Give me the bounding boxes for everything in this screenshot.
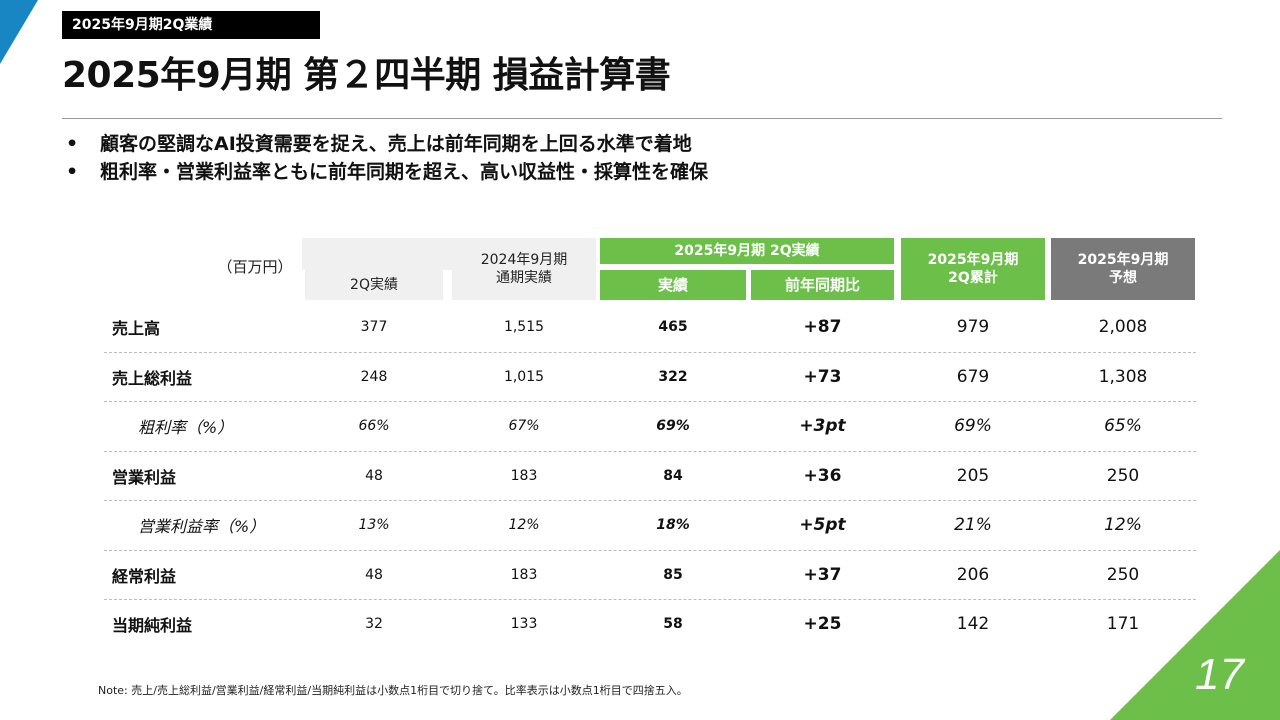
cell-q2-prev: 66% (358, 418, 390, 435)
cell-fy2024: 12% (508, 517, 540, 534)
cell-yoy: +37 (803, 564, 842, 585)
corner-decoration-bottom-right (1110, 550, 1280, 720)
cell-cumulative: 205 (956, 465, 990, 486)
cell-forecast: 250 (1106, 564, 1140, 585)
row-label: 粗利率（%） (138, 418, 234, 438)
table-row: 当期純利益 32 133 58 +25 142 171 (104, 600, 1196, 649)
header-cumulative-label: 2025年9月期 2Q累計 (927, 252, 1019, 286)
cell-q2-prev: 248 (360, 368, 388, 385)
row-label: 売上総利益 (112, 368, 193, 388)
cell-forecast: 12% (1104, 515, 1142, 536)
bullet-text: 顧客の堅調なAI投資需要を捉え、売上は前年同期を上回る水準で着地 (100, 133, 692, 155)
table-row: 経常利益 48 183 85 +37 206 250 (104, 551, 1196, 600)
cell-forecast: 171 (1106, 614, 1140, 635)
header-forecast: 2025年9月期 予想 (1051, 238, 1195, 300)
header-current-group: 2025年9月期 2Q実績 (600, 238, 894, 264)
cell-q2-prev: 48 (365, 566, 383, 583)
table-row: 営業利益 48 183 84 +36 205 250 (104, 452, 1196, 501)
header-fy2024-label: 2024年9月期 通期実績 (480, 252, 568, 286)
cell-fy2024: 183 (510, 566, 538, 583)
cell-cumulative: 69% (954, 416, 992, 437)
cell-q2-prev: 13% (358, 517, 390, 534)
corner-decoration-top-left (0, 0, 38, 64)
bullet-item: • 顧客の堅調なAI投資需要を捉え、売上は前年同期を上回る水準で着地 (66, 130, 708, 158)
row-label: 当期純利益 (112, 616, 193, 636)
header-fy2024: 2024年9月期 通期実績 (452, 242, 596, 296)
cell-actual: 84 (663, 467, 683, 484)
cell-yoy: +5pt (799, 515, 846, 536)
cell-actual: 465 (658, 319, 688, 336)
bullet-item: • 粗利率・営業利益率ともに前年同期を超え、高い収益性・採算性を確保 (66, 158, 708, 186)
page-title: 2025年9月期 第２四半期 損益計算書 (62, 55, 671, 96)
header-actual: 実績 (600, 270, 746, 300)
section-tag: 2025年9月期2Q業績 (62, 11, 320, 39)
bullet-text: 粗利率・営業利益率ともに前年同期を超え、高い収益性・採算性を確保 (100, 161, 709, 183)
cell-forecast: 1,308 (1098, 366, 1148, 387)
summary-bullets: • 顧客の堅調なAI投資需要を捉え、売上は前年同期を上回る水準で着地 • 粗利率・営… (66, 130, 708, 186)
title-divider (62, 118, 1222, 119)
cell-actual: 58 (663, 616, 683, 633)
row-label: 営業利益 (112, 467, 177, 487)
cell-fy2024: 183 (510, 467, 538, 484)
cell-fy2024: 133 (510, 616, 538, 633)
header-q2-prev: 2Q実績 (302, 270, 446, 300)
bullet-marker: • (66, 161, 79, 183)
bullet-marker: • (66, 133, 79, 155)
cell-actual: 322 (658, 368, 688, 385)
footnote: Note: 売上/売上総利益/営業利益/経常利益/当期純利益は小数点1桁目で切り… (98, 684, 688, 697)
cell-cumulative: 679 (956, 366, 990, 387)
cell-yoy: +25 (803, 614, 842, 635)
cell-yoy: +36 (803, 465, 842, 486)
cell-actual: 69% (656, 418, 690, 435)
cell-q2-prev: 32 (365, 616, 383, 633)
cell-fy2024: 1,015 (503, 368, 545, 385)
table-row: 売上総利益 248 1,015 322 +73 679 1,308 (104, 353, 1196, 402)
cell-fy2024: 67% (508, 418, 540, 435)
header-fy2024-bg (452, 270, 596, 300)
cell-cumulative: 142 (956, 614, 990, 635)
cell-cumulative: 979 (956, 317, 990, 338)
cell-cumulative: 21% (954, 515, 992, 536)
cell-q2-prev: 377 (360, 319, 388, 336)
cell-forecast: 2,008 (1098, 317, 1148, 338)
header-forecast-label: 2025年9月期 予想 (1077, 252, 1169, 286)
table-row: 粗利率（%） 66% 67% 69% +3pt 69% 65% (104, 402, 1196, 452)
cell-actual: 18% (656, 517, 690, 534)
cell-fy2024: 1,515 (503, 319, 545, 336)
cell-yoy: +3pt (799, 416, 846, 437)
cell-forecast: 65% (1104, 416, 1142, 437)
cell-cumulative: 206 (956, 564, 990, 585)
unit-label: （百万円） (217, 258, 293, 276)
header-yoy: 前年同期比 (751, 270, 894, 300)
header-cumulative: 2025年9月期 2Q累計 (901, 238, 1045, 300)
cell-actual: 85 (663, 566, 683, 583)
cell-q2-prev: 48 (365, 467, 383, 484)
row-label: 営業利益率（%） (138, 517, 266, 537)
cell-yoy: +73 (803, 366, 842, 387)
row-label: 経常利益 (112, 566, 177, 586)
page-number: 17 (1195, 650, 1244, 699)
header-band-prior (302, 238, 596, 270)
income-statement-table: 売上高 377 1,515 465 +87 979 2,008 売上総利益 24… (104, 303, 1196, 649)
cell-forecast: 250 (1106, 465, 1140, 486)
table-row: 売上高 377 1,515 465 +87 979 2,008 (104, 303, 1196, 353)
cell-yoy: +87 (803, 317, 842, 338)
row-label: 売上高 (112, 319, 161, 339)
table-row: 営業利益率（%） 13% 12% 18% +5pt 21% 12% (104, 501, 1196, 551)
